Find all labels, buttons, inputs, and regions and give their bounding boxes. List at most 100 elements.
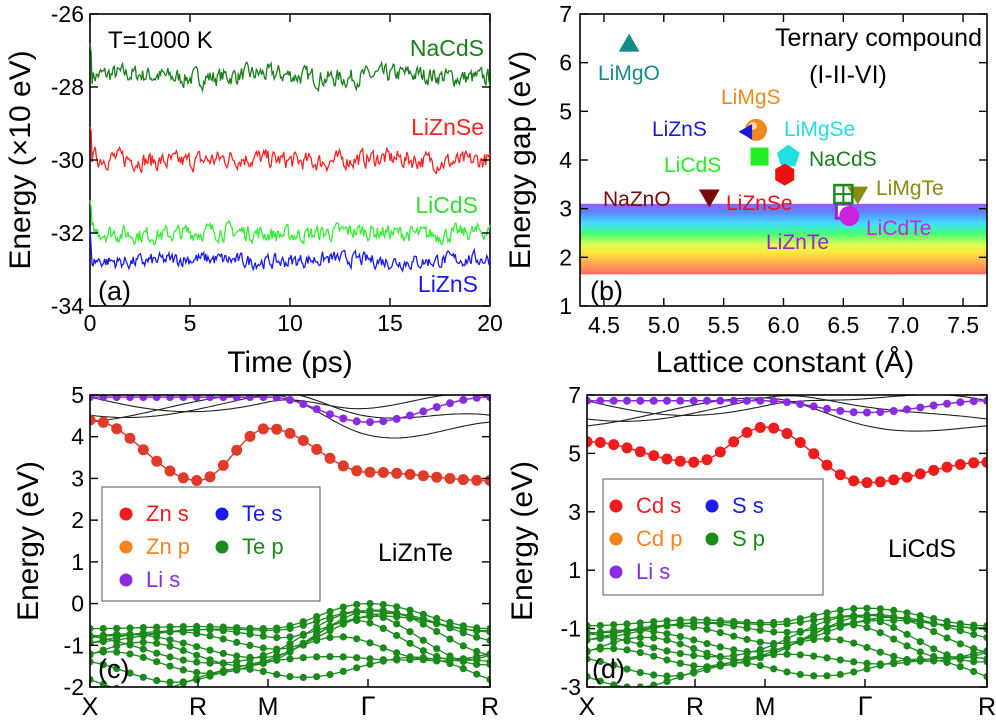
band-dot-anion-p <box>743 659 751 668</box>
label-liznte: LiZnTe <box>766 231 829 254</box>
band-dot-anion-p <box>419 636 427 644</box>
band-dot-anion-p <box>206 670 214 678</box>
band-dot-anion-p <box>219 649 227 658</box>
label-lizns: LiZnS <box>652 118 707 141</box>
band-dot-anion-p <box>126 624 134 632</box>
band-dot-anion-p <box>890 658 898 666</box>
band-dot-li-s <box>179 395 188 402</box>
band-dot-anion-p <box>99 624 107 633</box>
band-dot-anion-p <box>406 628 414 636</box>
band-dot-anion-p <box>876 611 884 619</box>
band-dot-anion-p <box>703 649 711 657</box>
band-dot-anion-p <box>636 669 644 677</box>
band-dot-anion-p <box>930 619 938 627</box>
panel-b-label: (b) <box>590 276 623 306</box>
band-dot-anion-p <box>943 653 951 661</box>
band-dot-anion-p <box>313 617 321 625</box>
band-dot-anion-p <box>99 634 107 643</box>
band-dot-li-s <box>339 414 348 423</box>
band-dot-anion-p <box>610 638 618 647</box>
x-tick-label: 20 <box>477 310 503 336</box>
band-dot-li-s <box>392 414 401 423</box>
band-dot-anion-p <box>623 683 631 687</box>
band-dot-anion-p <box>930 628 938 636</box>
band-dot-anion-p <box>970 630 978 639</box>
band-dot-cation-s <box>768 422 780 434</box>
band-dot-anion-p <box>366 639 374 647</box>
band-dot-anion-p <box>379 624 387 633</box>
band-dot-anion-p <box>446 624 454 632</box>
band-dot-anion-p <box>863 604 871 612</box>
band-dot-cation-s <box>648 450 660 462</box>
band-dot-anion-p <box>970 645 978 653</box>
band-dot-anion-p <box>956 640 964 648</box>
band-dot-anion-p <box>676 650 684 658</box>
band-dot-anion-p <box>299 641 307 649</box>
band-dot-li-s <box>943 399 951 408</box>
band-dot-anion-p <box>890 635 898 643</box>
band-dot-cation-s <box>337 460 349 472</box>
series-line-nacds <box>89 43 491 94</box>
band-dot-anion-p <box>90 632 94 641</box>
panel-d-label: (d) <box>592 654 625 684</box>
legend-marker <box>705 499 719 513</box>
band-dot-anion-p <box>596 645 604 653</box>
band-dot-anion-p <box>623 665 631 673</box>
band-dot-anion-p <box>326 653 334 661</box>
band-dot-anion-p <box>587 630 591 638</box>
k-point-label: X <box>82 693 99 720</box>
label-licdte: LiCdTe <box>866 217 931 240</box>
y-tick-label: 0 <box>71 591 84 617</box>
marker-limgo <box>618 33 640 52</box>
band-dot-anion-p <box>393 649 401 657</box>
band-dot-li-s <box>486 395 490 402</box>
band-dot-li-s <box>983 396 987 405</box>
band-dot-anion-p <box>587 647 591 655</box>
band-dot-anion-p <box>193 658 201 666</box>
band-dot-cation-s <box>431 471 443 483</box>
band-dot-cation-s <box>124 432 136 444</box>
band-dot-anion-p <box>863 614 871 622</box>
k-point-label: R <box>189 693 207 720</box>
band-dot-anion-p <box>823 617 831 625</box>
band-dot-anion-p <box>486 658 490 666</box>
band-dot-cation-s <box>834 469 846 481</box>
band-dot-anion-p <box>810 629 818 638</box>
band-dot-cation-s <box>874 476 886 488</box>
band-dot-anion-p <box>419 615 427 623</box>
band-dot-anion-p <box>783 668 791 676</box>
band-dot-anion-p <box>876 629 884 637</box>
band-dot-cation-s <box>954 459 966 470</box>
band-dot-anion-p <box>219 635 227 643</box>
band-dot-li-s <box>769 397 778 406</box>
band-dot-anion-p <box>126 687 133 694</box>
band-dot-anion-p <box>876 618 884 626</box>
band-dot-anion-p <box>756 662 764 670</box>
band-dot-li-s <box>596 396 605 405</box>
y-tick-label: 2 <box>559 244 572 270</box>
band-dot-anion-p <box>273 656 281 664</box>
band-dot-anion-p <box>339 667 347 676</box>
band-dot-li-s <box>259 395 268 402</box>
band-dot-li-s <box>809 402 818 411</box>
band-dot-anion-p <box>983 634 987 642</box>
panel-a: 0 5 10 15 20 -34 -32 -30 -28 -26 (a) T=1000 K Tim… <box>4 1 503 379</box>
band-dot-cation-s <box>741 427 753 438</box>
marker-licdte <box>839 205 860 226</box>
panel-a-label: (a) <box>98 276 131 306</box>
band-dot-anion-p <box>690 636 698 644</box>
band-dot-cation-s <box>888 474 900 486</box>
visible-spectrum-band <box>580 203 987 275</box>
x-tick-label: 7.5 <box>947 312 979 338</box>
band-dot-anion-p <box>273 670 281 679</box>
legend-marker <box>609 565 623 579</box>
band-dot-anion-p <box>446 635 454 643</box>
band-dot-anion-p <box>663 636 671 644</box>
band-dot-anion-p <box>459 655 467 663</box>
y-tick-label: 5 <box>568 440 581 466</box>
band-dot-anion-p <box>770 651 778 659</box>
band-dot-anion-p <box>406 653 414 661</box>
band-dot-anion-p <box>770 665 778 673</box>
band-dot-anion-p <box>419 620 427 628</box>
band-dot-anion-p <box>153 633 161 641</box>
